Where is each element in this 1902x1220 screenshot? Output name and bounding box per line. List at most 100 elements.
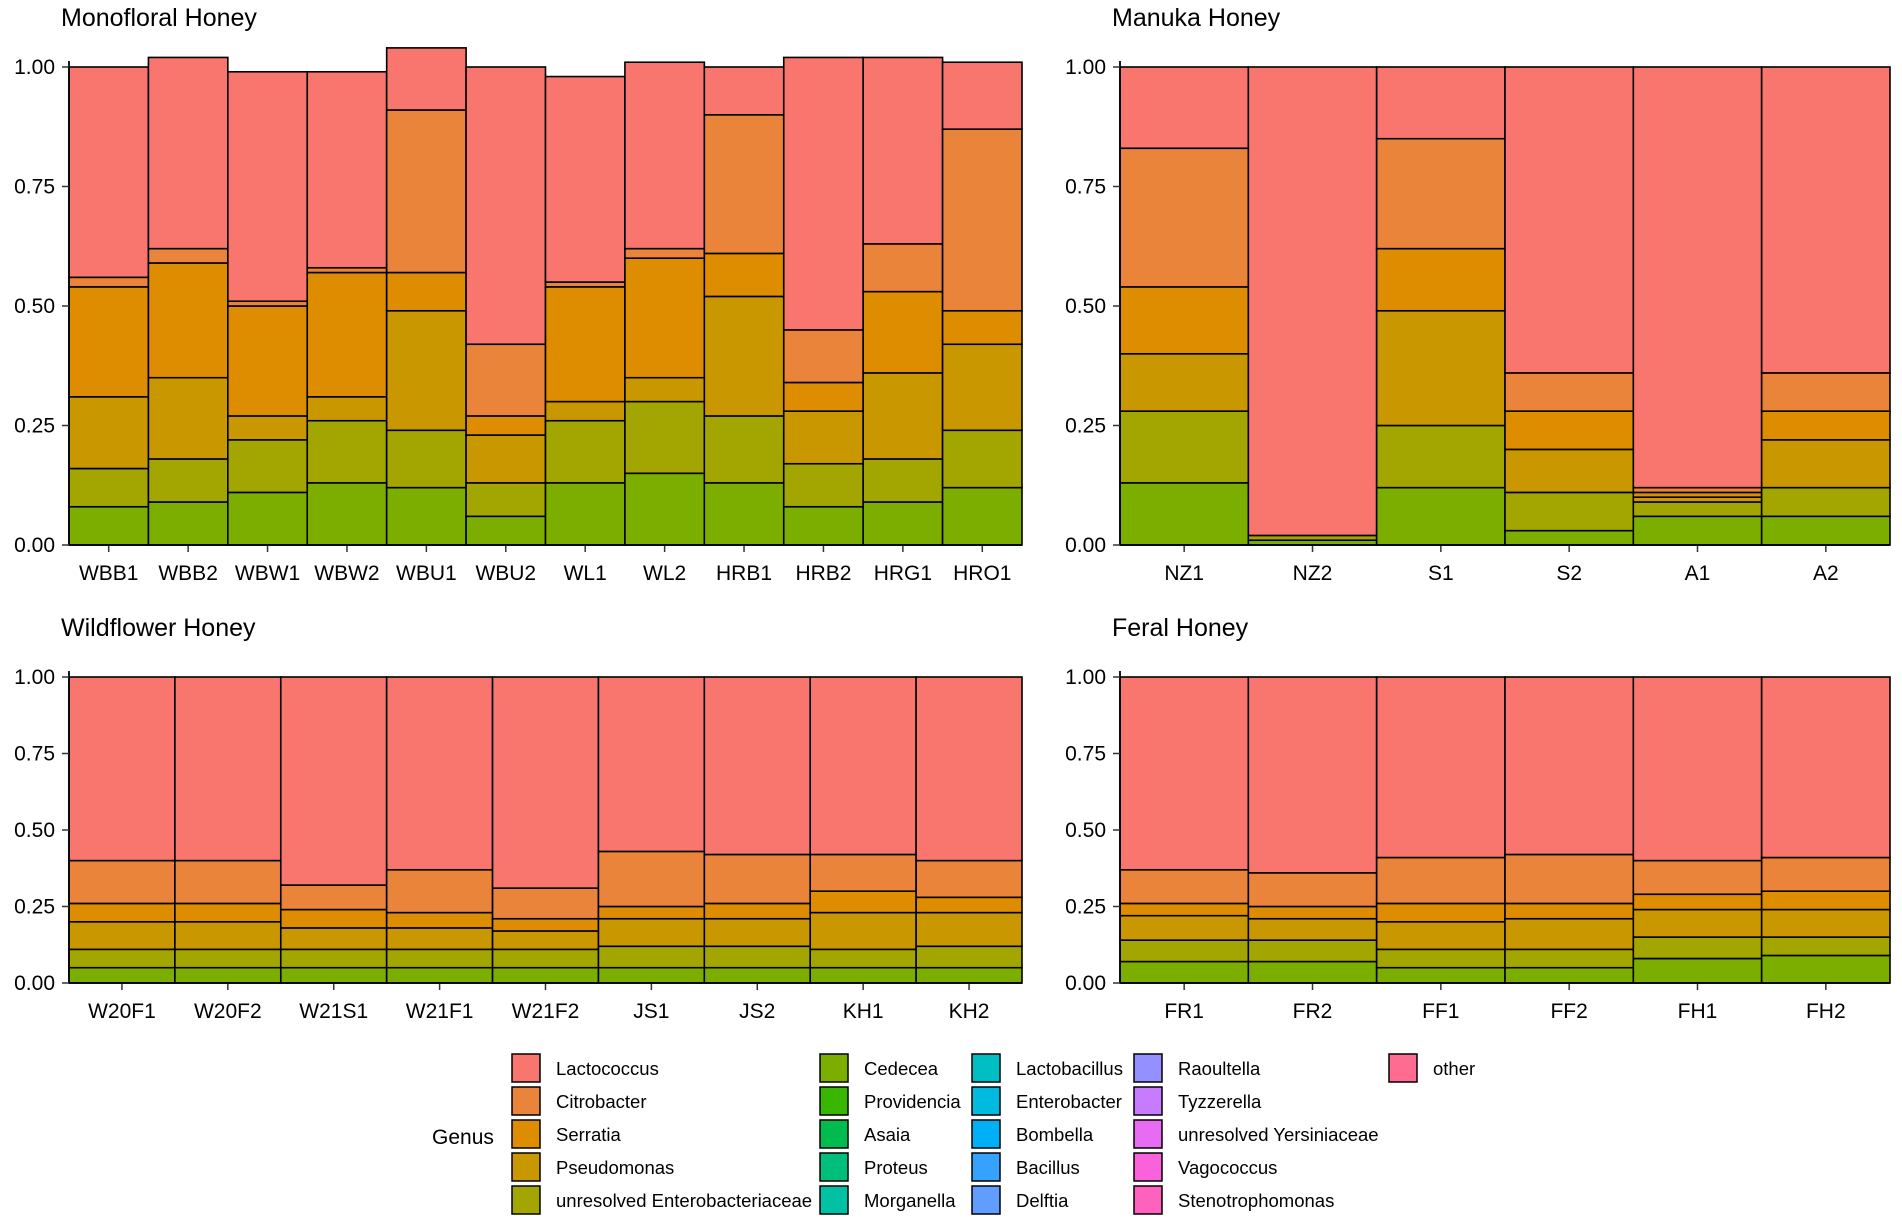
- legend-item-providencia: Providencia: [819, 1086, 961, 1116]
- x-tick-label: WL1: [564, 562, 607, 585]
- bar-segment-s2-pseudomonas: [1504, 448, 1635, 494]
- bar-segment-js2-cedecea: [703, 966, 812, 984]
- bar-segment-w21s1-cedecea: [279, 966, 388, 984]
- chart-panel-monofloral-honey: Monofloral Honey WBB1 WBB2 WBW1 WBW2 WBU1 WBU2…: [14, 4, 1023, 585]
- bar-segment-fh1-cedecea: [1632, 957, 1763, 984]
- y-tick-label: 0.50: [1065, 819, 1106, 842]
- legend-swatch: [971, 1053, 1001, 1083]
- bar-segment-fr2-serratia: [1247, 905, 1378, 920]
- bar-segment-ff1-pseudomonas: [1375, 920, 1506, 951]
- x-tick-label: NZ1: [1164, 562, 1204, 585]
- y-tick-label: 1.00: [14, 666, 55, 689]
- bar-segment-ff2-serratia: [1504, 902, 1635, 920]
- bar-segment-w20f1-serratia: [68, 902, 176, 923]
- chart-title: Monofloral Honey: [61, 4, 257, 32]
- y-tick-label: 0.75: [1065, 176, 1106, 199]
- bar-segment-wbb1-citrobacter: [68, 276, 150, 288]
- bar-segment-nz1-serratia: [1119, 286, 1250, 355]
- x-tick-label: WBU1: [396, 562, 457, 585]
- x-tick-label: FR1: [1164, 1000, 1204, 1023]
- legend-swatch: [511, 1185, 541, 1215]
- bar-segment-s2-unresolved-enterobacteriaceae: [1504, 491, 1635, 532]
- legend-swatch: [819, 1119, 849, 1149]
- bar-segment-fh2-cedecea: [1760, 954, 1891, 984]
- bar-segment-w20f2-citrobacter: [174, 859, 282, 905]
- bar-segment-hrb1-citrobacter: [703, 114, 785, 255]
- legend-item-tyzzerella: Tyzzerella: [1133, 1086, 1262, 1116]
- bar-segment-wbb1-pseudomonas: [68, 396, 150, 470]
- x-tick-label: WBB2: [158, 562, 218, 585]
- bar-segment-fh1-lactococcus: [1632, 676, 1763, 862]
- bar-segment-wbb2-citrobacter: [147, 247, 229, 264]
- bar-segment-w21f1-lactococcus: [385, 676, 494, 871]
- x-tick-label: WBW1: [235, 562, 300, 585]
- bar-segment-js2-citrobacter: [703, 853, 812, 905]
- bar-segment-hrg1-unresolved-enterobacteriaceae: [862, 458, 944, 503]
- legend-swatch: [511, 1086, 541, 1116]
- legend-label: Pseudomonas: [556, 1157, 674, 1178]
- x-tick-label: FR2: [1293, 1000, 1333, 1023]
- legend-label: Bombella: [1016, 1124, 1094, 1145]
- bar-segment-a2-lactococcus: [1760, 66, 1891, 374]
- legend-item-serratia: Serratia: [511, 1119, 621, 1149]
- bar-segment-ff2-unresolved-enterobacteriaceae: [1504, 948, 1635, 969]
- bar-segment-wbb1-serratia: [68, 286, 150, 398]
- bar-segment-kh1-pseudomonas: [809, 911, 917, 951]
- x-tick-label: W21F1: [406, 1000, 474, 1023]
- legend-label: Lactococcus: [556, 1058, 659, 1079]
- bar-segment-ff2-lactococcus: [1504, 676, 1635, 856]
- bar-segment-kh2-cedecea: [915, 966, 1023, 984]
- bar-segment-hrb1-cedecea: [703, 482, 785, 546]
- x-tick-label: KH2: [949, 1000, 990, 1023]
- bar-segment-wbu2-citrobacter: [465, 343, 547, 417]
- bar-segment-js2-serratia: [703, 902, 812, 920]
- bar-segment-s2-citrobacter: [1504, 372, 1635, 412]
- bar-segment-wl1-cedecea: [544, 482, 626, 546]
- bar-segment-kh2-serratia: [915, 896, 1023, 914]
- bar-segment-s1-citrobacter: [1375, 137, 1506, 250]
- legend-swatch: [1133, 1119, 1163, 1149]
- legend-swatch: [1133, 1053, 1163, 1083]
- bar-segment-fr1-serratia: [1119, 902, 1250, 917]
- y-tick-label: 1.00: [1065, 666, 1106, 689]
- legend-item-unresolved-enterobacteriaceae: unresolved Enterobacteriaceae: [511, 1185, 812, 1215]
- bar-segment-wbw2-pseudomonas: [306, 396, 388, 422]
- bar-segment-hrb2-cedecea: [782, 505, 864, 546]
- x-tick-label: WBB1: [79, 562, 139, 585]
- bar-segment-fh2-unresolved-enterobacteriaceae: [1760, 936, 1891, 957]
- legend-item-other: other: [1388, 1053, 1475, 1083]
- bar-segment-fr1-pseudomonas: [1119, 914, 1250, 941]
- bar-segment-js2-unresolved-enterobacteriaceae: [703, 945, 812, 969]
- bar-segment-fh1-pseudomonas: [1632, 908, 1763, 938]
- bar-segment-w20f1-cedecea: [68, 966, 176, 984]
- bar-segment-ff2-pseudomonas: [1504, 917, 1635, 951]
- bar-segment-js1-citrobacter: [597, 850, 706, 908]
- legend-label: Vagococcus: [1178, 1157, 1277, 1178]
- legend-label: unresolved Yersiniaceae: [1178, 1124, 1379, 1145]
- legend-swatch: [971, 1152, 1001, 1182]
- bar-segment-hrg1-citrobacter: [862, 243, 944, 293]
- bar-segment-js1-lactococcus: [597, 676, 706, 853]
- bar-segment-hro1-pseudomonas: [941, 343, 1023, 432]
- legend-label: Enterobacter: [1016, 1091, 1122, 1112]
- bar-segment-hrg1-lactococcus: [862, 56, 944, 245]
- y-tick-label: 0.25: [1065, 896, 1106, 919]
- bar-segment-hrg1-pseudomonas: [862, 372, 944, 460]
- chart-title: Wildflower Honey: [61, 614, 256, 642]
- bar-segment-hro1-serratia: [941, 309, 1023, 346]
- bar-segment-w20f2-lactococcus: [174, 676, 282, 862]
- legend-item-bacillus: Bacillus: [971, 1152, 1080, 1182]
- legend-swatch: [819, 1086, 849, 1116]
- bar-segment-wbu2-cedecea: [465, 515, 547, 546]
- legend-swatch: [971, 1185, 1001, 1215]
- bar-segment-wbw2-cedecea: [306, 482, 388, 546]
- bar-segment-js2-pseudomonas: [703, 917, 812, 948]
- x-tick-label: JS2: [739, 1000, 775, 1023]
- legend-swatch: [819, 1185, 849, 1215]
- bar-segment-wl2-unresolved-enterobacteriaceae: [624, 400, 706, 475]
- bar-segment-kh2-citrobacter: [915, 859, 1023, 899]
- bar-segment-wbw1-cedecea: [227, 491, 309, 546]
- x-tick-label: W20F2: [194, 1000, 262, 1023]
- bar-segment-hrb1-unresolved-enterobacteriaceae: [703, 415, 785, 484]
